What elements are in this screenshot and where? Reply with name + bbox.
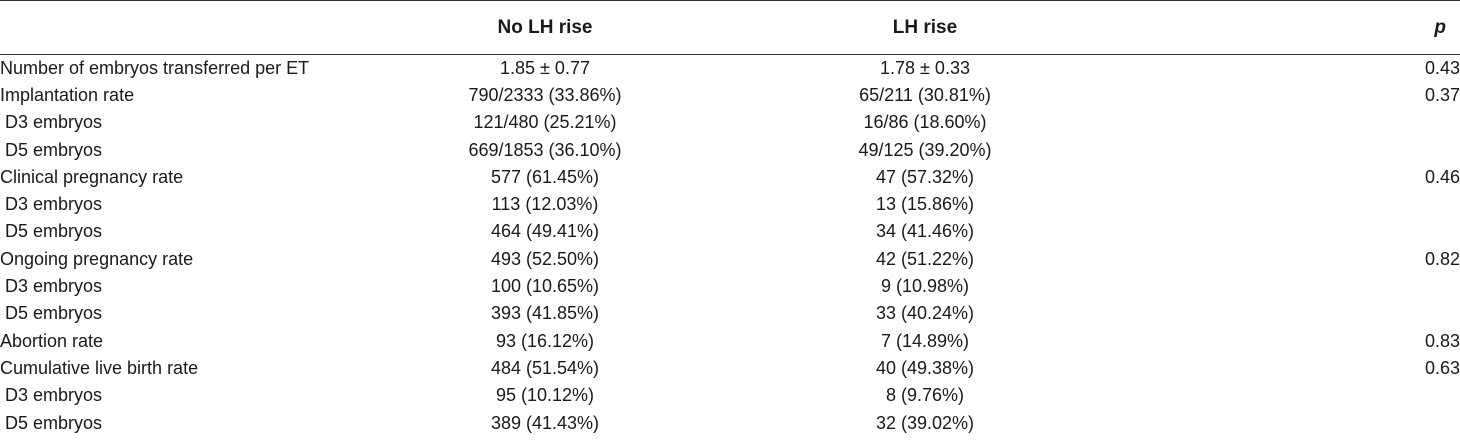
cell-lh-rise: 9 (10.98%) <box>880 276 970 297</box>
table-row: D5 embryos 669/1853 (36.10%) 49/125 (39.20… <box>0 136 1460 163</box>
row-label: Ongoing pregnancy rate <box>0 248 194 269</box>
cell-p-value: 0.82 <box>1424 248 1460 269</box>
cell-lh-rise: 13 (15.86%) <box>875 194 975 215</box>
cell-lh-rise: 47 (57.32%) <box>875 166 975 187</box>
cell-lh-rise: 32 (39.02%) <box>875 412 975 433</box>
cell-p-value <box>1120 409 1460 436</box>
cell-no-lh-rise: 577 (61.45%) <box>490 166 600 187</box>
row-label: D3 embryos <box>5 194 103 215</box>
cell-lh-rise: 33 (40.24%) <box>875 303 975 324</box>
cell-p-value <box>1120 300 1460 327</box>
cell-lh-rise: 1.78 ± 0.33 <box>880 57 970 78</box>
table-row: Abortion rate 93 (16.12%) 7 (14.89%) 0.83 <box>0 327 1460 354</box>
header-row: No LH rise LH rise p <box>0 0 1460 55</box>
cell-no-lh-rise: 121/480 (25.21%) <box>473 112 617 133</box>
table-row: Clinical pregnancy rate 577 (61.45%) 47 (5… <box>0 164 1460 191</box>
cell-no-lh-rise: 493 (52.50%) <box>490 248 600 269</box>
row-label: Number of embryos transferred per ET <box>0 57 310 78</box>
cell-no-lh-rise: 95 (10.12%) <box>495 385 595 406</box>
header-lh-rise: LH rise <box>730 0 1120 55</box>
cell-no-lh-rise: 484 (51.54%) <box>490 357 600 378</box>
row-label: Abortion rate <box>0 330 104 351</box>
cell-no-lh-rise: 669/1853 (36.10%) <box>468 139 622 160</box>
cell-no-lh-rise: 113 (12.03%) <box>491 194 599 215</box>
cell-p-value <box>1120 136 1460 163</box>
cell-p-value <box>1120 382 1460 409</box>
cell-no-lh-rise: 93 (16.12%) <box>495 330 595 351</box>
cell-no-lh-rise: 389 (41.43%) <box>490 412 600 433</box>
cell-p-value: 0.83 <box>1424 330 1460 351</box>
row-label: Implantation rate <box>0 84 135 105</box>
header-p-value: p <box>1120 0 1460 55</box>
table-row: D5 embryos 389 (41.43%) 32 (39.02%) <box>0 409 1460 436</box>
table-row: Number of embryos transferred per ET 1.85… <box>0 55 1460 82</box>
row-label: D5 embryos <box>5 221 103 242</box>
table-row: Cumulative live birth rate 484 (51.54%) 40… <box>0 355 1460 382</box>
cell-lh-rise: 65/211 (30.81%) <box>859 84 991 105</box>
table-row: Implantation rate 790/2333 (33.86%) 65/211… <box>0 82 1460 109</box>
cell-lh-rise: 34 (41.46%) <box>875 221 975 242</box>
table-body: Number of embryos transferred per ET 1.85… <box>0 55 1460 437</box>
cell-lh-rise: 40 (49.38%) <box>875 357 975 378</box>
row-label: D3 embryos <box>5 385 103 406</box>
cell-p-value: 0.37 <box>1424 84 1460 105</box>
row-label: Cumulative live birth rate <box>0 357 199 378</box>
table-row: D5 embryos 393 (41.85%) 33 (40.24%) <box>0 300 1460 327</box>
row-label: D5 embryos <box>5 412 103 433</box>
cell-lh-rise: 42 (51.22%) <box>875 248 975 269</box>
cell-p-value: 0.46 <box>1424 166 1460 187</box>
row-label: D5 embryos <box>5 303 103 324</box>
row-label: D3 embryos <box>5 276 103 297</box>
cell-p-value <box>1120 191 1460 218</box>
cell-p-value <box>1120 273 1460 300</box>
row-label: D5 embryos <box>5 139 103 160</box>
table-row: D5 embryos 464 (49.41%) 34 (41.46%) <box>0 218 1460 245</box>
table-row: Ongoing pregnancy rate 493 (52.50%) 42 (51… <box>0 246 1460 273</box>
table-row: D3 embryos 121/480 (25.21%) 16/86 (18.60%) <box>0 109 1460 136</box>
table-row: D3 embryos 95 (10.12%) 8 (9.76%) <box>0 382 1460 409</box>
row-label: D3 embryos <box>5 112 103 133</box>
cell-no-lh-rise: 790/2333 (33.86%) <box>468 84 622 105</box>
table-row: D3 embryos 113 (12.03%) 13 (15.86%) <box>0 191 1460 218</box>
table-row: D3 embryos 100 (10.65%) 9 (10.98%) <box>0 273 1460 300</box>
cell-lh-rise: 49/125 (39.20%) <box>858 139 992 160</box>
cell-no-lh-rise: 393 (41.85%) <box>490 303 600 324</box>
cell-no-lh-rise: 100 (10.65%) <box>490 276 600 297</box>
cell-no-lh-rise: 1.85 ± 0.77 <box>500 57 590 78</box>
header-no-lh-rise: No LH rise <box>360 0 730 55</box>
cell-no-lh-rise: 464 (49.41%) <box>490 221 600 242</box>
cell-p-value <box>1120 109 1460 136</box>
header-label <box>0 0 360 55</box>
cell-p-value: 0.63 <box>1424 357 1460 378</box>
cell-lh-rise: 7 (14.89%) <box>880 330 970 351</box>
cell-lh-rise: 16/86 (18.60%) <box>863 112 987 133</box>
row-label: Clinical pregnancy rate <box>0 166 184 187</box>
cell-lh-rise: 8 (9.76%) <box>885 385 965 406</box>
cell-p-value: 0.43 <box>1424 57 1460 78</box>
cell-p-value <box>1120 218 1460 245</box>
